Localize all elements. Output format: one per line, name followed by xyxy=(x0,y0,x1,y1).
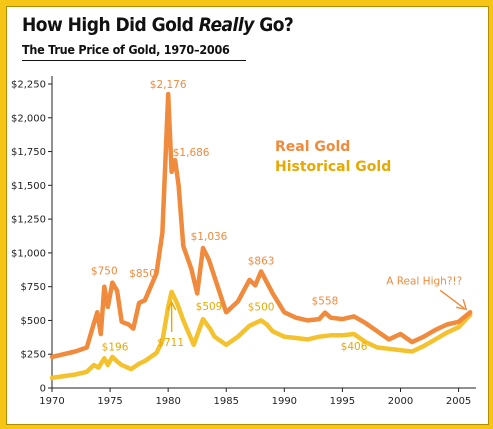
y-tick-label: $1,750 xyxy=(11,147,46,158)
x-tick-label: 1970 xyxy=(39,396,64,407)
annotation-label: $509 xyxy=(196,301,223,313)
title-emphasis: Really xyxy=(198,14,255,36)
title-main: How High Did Gold xyxy=(22,14,199,36)
series-line-historical-gold xyxy=(49,289,473,381)
legend-historical-gold: Historical Gold xyxy=(275,159,391,175)
legend: Real Gold Historical Gold xyxy=(275,139,391,175)
annotation-label: $2,176 xyxy=(150,79,187,91)
y-tick-label: $2,250 xyxy=(11,80,46,91)
annotation-arrowhead-711 xyxy=(167,300,177,311)
y-tick-label: $1,000 xyxy=(11,248,46,259)
x-tick-label: 1980 xyxy=(155,396,180,407)
series-line-real-gold xyxy=(49,91,473,360)
chart-subtitle: The True Price of Gold, 1970–2006 xyxy=(22,42,230,57)
y-tick-label: $1,500 xyxy=(11,181,46,192)
annotation-label: $711 xyxy=(157,337,184,349)
annotation-arrowhead-real-high xyxy=(456,299,468,311)
annotation-label: A Real High?!? xyxy=(386,275,462,287)
annotation-label: $863 xyxy=(248,255,275,267)
subtitle-underline xyxy=(22,60,246,61)
title-tail: Go? xyxy=(253,14,294,36)
x-tick-label: 2000 xyxy=(388,396,413,407)
x-tick-label: 2005 xyxy=(446,396,471,407)
y-tick-label: 0 xyxy=(40,384,46,395)
x-tick-label: 1995 xyxy=(330,396,355,407)
annotation-label: $196 xyxy=(102,342,129,354)
x-tick-label: 1985 xyxy=(214,396,239,407)
annotation-label: $406 xyxy=(341,341,368,353)
y-tick-label: $500 xyxy=(21,316,46,327)
chart-frame xyxy=(6,6,489,425)
annotation-arrow-real-high xyxy=(439,289,465,309)
annotation-label: $1,686 xyxy=(173,147,210,159)
annotation-label: $500 xyxy=(248,301,275,313)
legend-real-gold: Real Gold xyxy=(275,139,350,155)
series-lines xyxy=(49,91,473,381)
annotation-label: $750 xyxy=(91,266,118,278)
annotation-label: $1,036 xyxy=(191,231,228,243)
annotation-label: $558 xyxy=(312,296,339,308)
y-tick-label: $250 xyxy=(21,350,46,361)
chart-title: How High Did Gold Really Go? xyxy=(22,14,294,36)
y-tick-label: $750 xyxy=(21,282,46,293)
axes: 0 $250 $500 $750 $1,000 $1,250 $1,500 $1,750 $2,… xyxy=(11,76,476,407)
y-tick-label: $1,250 xyxy=(11,215,46,226)
data-annotations: $2,176 $1,686 $1,036 $863 $850 $750 $558 $509 $5… xyxy=(91,79,468,354)
x-tick-label: 1990 xyxy=(272,396,297,407)
x-tick-label: 1975 xyxy=(97,396,122,407)
y-tick-label: $2,000 xyxy=(11,113,46,124)
annotation-label: $850 xyxy=(129,268,156,280)
